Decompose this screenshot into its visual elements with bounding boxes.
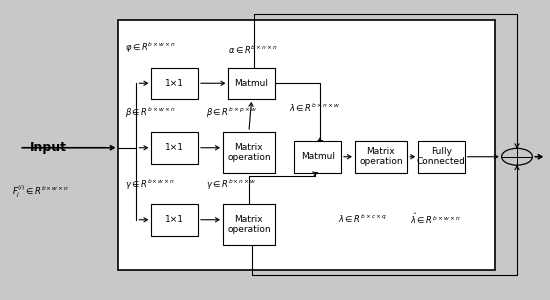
Text: Input: Input bbox=[30, 140, 67, 154]
Text: 1×1: 1×1 bbox=[165, 79, 184, 88]
Text: $\gamma \in R^{b\times w\times n}$: $\gamma \in R^{b\times w\times n}$ bbox=[125, 177, 175, 192]
Text: Matrix
operation: Matrix operation bbox=[227, 214, 271, 234]
FancyBboxPatch shape bbox=[228, 68, 275, 99]
Text: 1×1: 1×1 bbox=[165, 215, 184, 224]
Text: $\varphi \in R^{b\times w\times n}$: $\varphi \in R^{b\times w\times n}$ bbox=[125, 41, 176, 55]
Text: $\hat{\lambda} \in R^{b\times w\times n}$: $\hat{\lambda} \in R^{b\times w\times n}… bbox=[410, 212, 460, 226]
Text: $F_j^{(i)} \in R^{b\times w\times n}$: $F_j^{(i)} \in R^{b\times w\times n}$ bbox=[12, 184, 69, 200]
Text: $\beta \in R^{b\times p\times w}$: $\beta \in R^{b\times p\times w}$ bbox=[206, 105, 257, 120]
Text: $\lambda \in R^{b\times n\times w}$: $\lambda \in R^{b\times n\times w}$ bbox=[289, 102, 340, 114]
Text: $\beta \in R^{b\times w\times n}$: $\beta \in R^{b\times w\times n}$ bbox=[125, 105, 176, 120]
Text: 1×1: 1×1 bbox=[165, 143, 184, 152]
Text: $\lambda \in R^{b\times c\times q}$: $\lambda \in R^{b\times c\times q}$ bbox=[338, 213, 388, 225]
FancyBboxPatch shape bbox=[118, 20, 495, 270]
Text: Matrix
operation: Matrix operation bbox=[359, 147, 403, 167]
Text: $\alpha \in R^{b\times n\times n}$: $\alpha \in R^{b\times n\times n}$ bbox=[228, 43, 278, 56]
Text: Matmul: Matmul bbox=[301, 152, 334, 161]
FancyBboxPatch shape bbox=[418, 141, 465, 172]
FancyBboxPatch shape bbox=[151, 68, 198, 99]
FancyBboxPatch shape bbox=[355, 141, 407, 172]
FancyBboxPatch shape bbox=[151, 204, 198, 236]
Text: Matmul: Matmul bbox=[235, 79, 268, 88]
FancyBboxPatch shape bbox=[223, 132, 275, 172]
Text: $\gamma \in R^{b\times n\times w}$: $\gamma \in R^{b\times n\times w}$ bbox=[206, 177, 257, 192]
Text: Matrix
operation: Matrix operation bbox=[227, 142, 271, 162]
FancyBboxPatch shape bbox=[294, 141, 341, 172]
FancyBboxPatch shape bbox=[223, 204, 275, 244]
FancyBboxPatch shape bbox=[151, 132, 198, 164]
Text: Fully
Connected: Fully Connected bbox=[417, 147, 466, 167]
